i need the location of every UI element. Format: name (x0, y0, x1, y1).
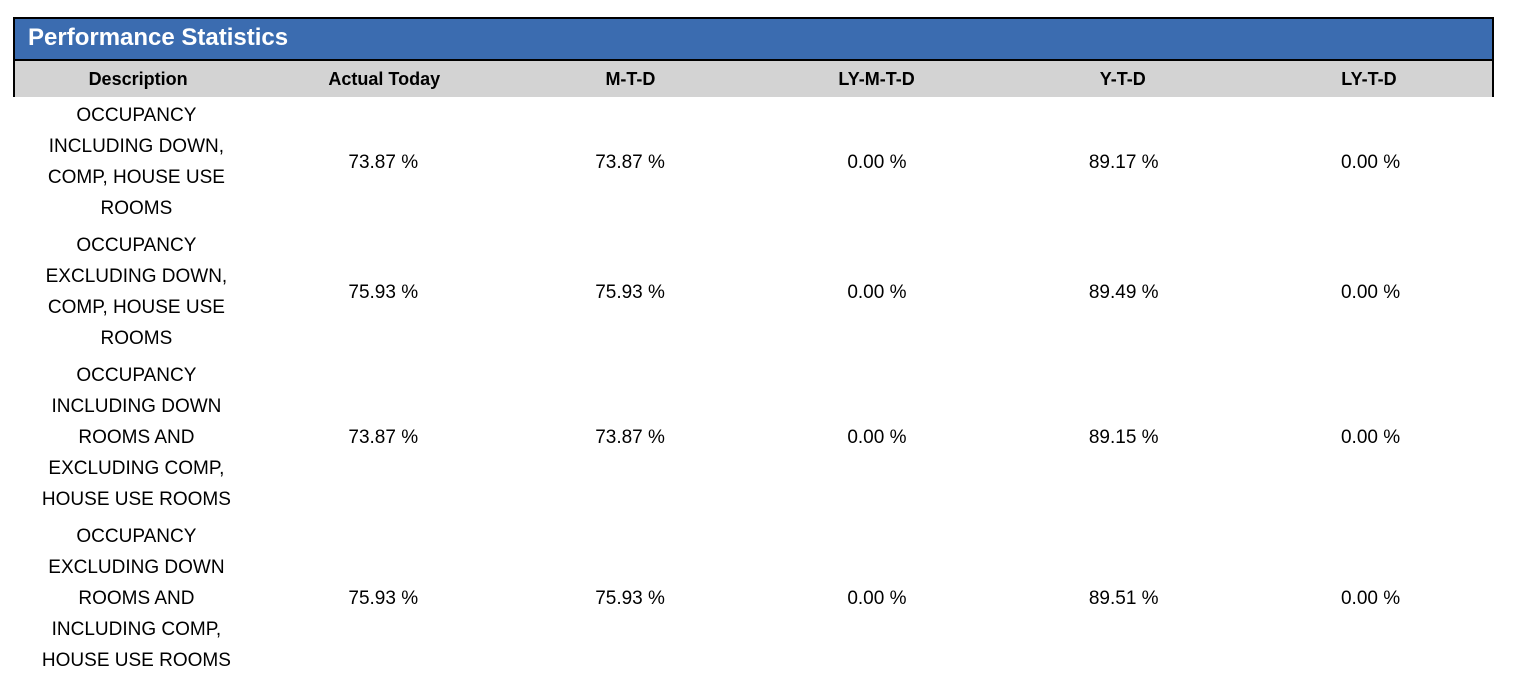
ly-mtd-value: 0.00 % (847, 151, 907, 173)
ly-td-value: 0.00 % (1340, 427, 1401, 448)
ly-mtd-value: 0.00 % (847, 281, 907, 303)
mtd-cell: 75.93 % (507, 230, 754, 354)
ytd-cell: 89.49 % (1000, 230, 1247, 354)
ly-td-value: 0.00 % (1340, 588, 1401, 609)
ly-mtd-value: 0.00 % (847, 588, 907, 609)
description-cell: OCCUPANCY EXCLUDING DOWN, COMP, HOUSE US… (13, 230, 260, 354)
description-text: OCCUPANCY INCLUDING DOWN, COMP, HOUSE US… (47, 105, 225, 219)
report-table-body: OCCUPANCY INCLUDING DOWN, COMP, HOUSE US… (13, 97, 1494, 679)
actual-today-value: 73.87 % (348, 151, 419, 173)
description-cell: OCCUPANCY EXCLUDING DOWN ROOMS AND INCLU… (13, 521, 260, 676)
column-header-description: Description (88, 68, 188, 89)
ly-mtd-cell: 0.00 % (753, 360, 1000, 515)
column-header-actual-today: Actual Today (328, 68, 441, 89)
table-row: OCCUPANCY EXCLUDING DOWN, COMP, HOUSE US… (13, 227, 1494, 357)
report-title: Performance Statistics (28, 24, 289, 51)
ly-td-cell: 0.00 % (1247, 521, 1494, 676)
report-title-bar: Performance Statistics (13, 17, 1494, 61)
ly-mtd-cell: 0.00 % (753, 100, 1000, 224)
actual-today-value: 73.87 % (348, 427, 419, 448)
mtd-value: 73.87 % (595, 427, 665, 448)
ly-mtd-value: 0.00 % (847, 427, 907, 448)
column-header-mtd: M-T-D (605, 68, 656, 89)
actual-today-cell: 75.93 % (260, 521, 507, 676)
actual-today-cell: 75.93 % (260, 230, 507, 354)
actual-today-cell: 73.87 % (260, 360, 507, 515)
column-header-ly-td: LY-T-D (1341, 68, 1397, 89)
description-text: OCCUPANCY INCLUDING DOWN ROOMS AND EXCLU… (41, 365, 231, 510)
actual-today-value: 75.93 % (348, 281, 419, 303)
mtd-value: 75.93 % (595, 588, 665, 609)
ly-mtd-cell: 0.00 % (753, 521, 1000, 676)
description-cell: OCCUPANCY INCLUDING DOWN, COMP, HOUSE US… (13, 100, 260, 224)
mtd-value: 73.87 % (595, 151, 665, 173)
ytd-value: 89.51 % (1088, 588, 1159, 609)
description-text: OCCUPANCY EXCLUDING DOWN, COMP, HOUSE US… (45, 235, 228, 349)
ytd-value: 89.17 % (1088, 151, 1159, 173)
column-header-row: Description Actual Today M-T-D LY-M-T-D … (13, 61, 1494, 97)
actual-today-cell: 73.87 % (260, 100, 507, 224)
table-row: OCCUPANCY INCLUDING DOWN ROOMS AND EXCLU… (13, 357, 1494, 518)
performance-statistics-report: Performance Statistics Description Actua… (13, 17, 1494, 679)
description-text: OCCUPANCY EXCLUDING DOWN ROOMS AND INCLU… (41, 526, 231, 671)
ly-td-cell: 0.00 % (1247, 360, 1494, 515)
mtd-cell: 73.87 % (507, 360, 754, 515)
ly-mtd-cell: 0.00 % (753, 230, 1000, 354)
ytd-value: 89.49 % (1088, 281, 1159, 303)
table-row: OCCUPANCY INCLUDING DOWN, COMP, HOUSE US… (13, 97, 1494, 227)
ytd-value: 89.15 % (1088, 427, 1159, 448)
ly-td-value: 0.00 % (1340, 281, 1401, 303)
ytd-cell: 89.51 % (1000, 521, 1247, 676)
mtd-value: 75.93 % (595, 281, 665, 303)
ly-td-cell: 0.00 % (1247, 230, 1494, 354)
ytd-cell: 89.17 % (1000, 100, 1247, 224)
column-header-ly-mtd: LY-M-T-D (838, 68, 915, 89)
actual-today-value: 75.93 % (348, 588, 419, 609)
mtd-cell: 75.93 % (507, 521, 754, 676)
table-row: OCCUPANCY EXCLUDING DOWN ROOMS AND INCLU… (13, 518, 1494, 679)
column-header-ytd: Y-T-D (1099, 68, 1146, 89)
description-cell: OCCUPANCY INCLUDING DOWN ROOMS AND EXCLU… (13, 360, 260, 515)
ytd-cell: 89.15 % (1000, 360, 1247, 515)
ly-td-value: 0.00 % (1340, 151, 1401, 173)
mtd-cell: 73.87 % (507, 100, 754, 224)
ly-td-cell: 0.00 % (1247, 100, 1494, 224)
